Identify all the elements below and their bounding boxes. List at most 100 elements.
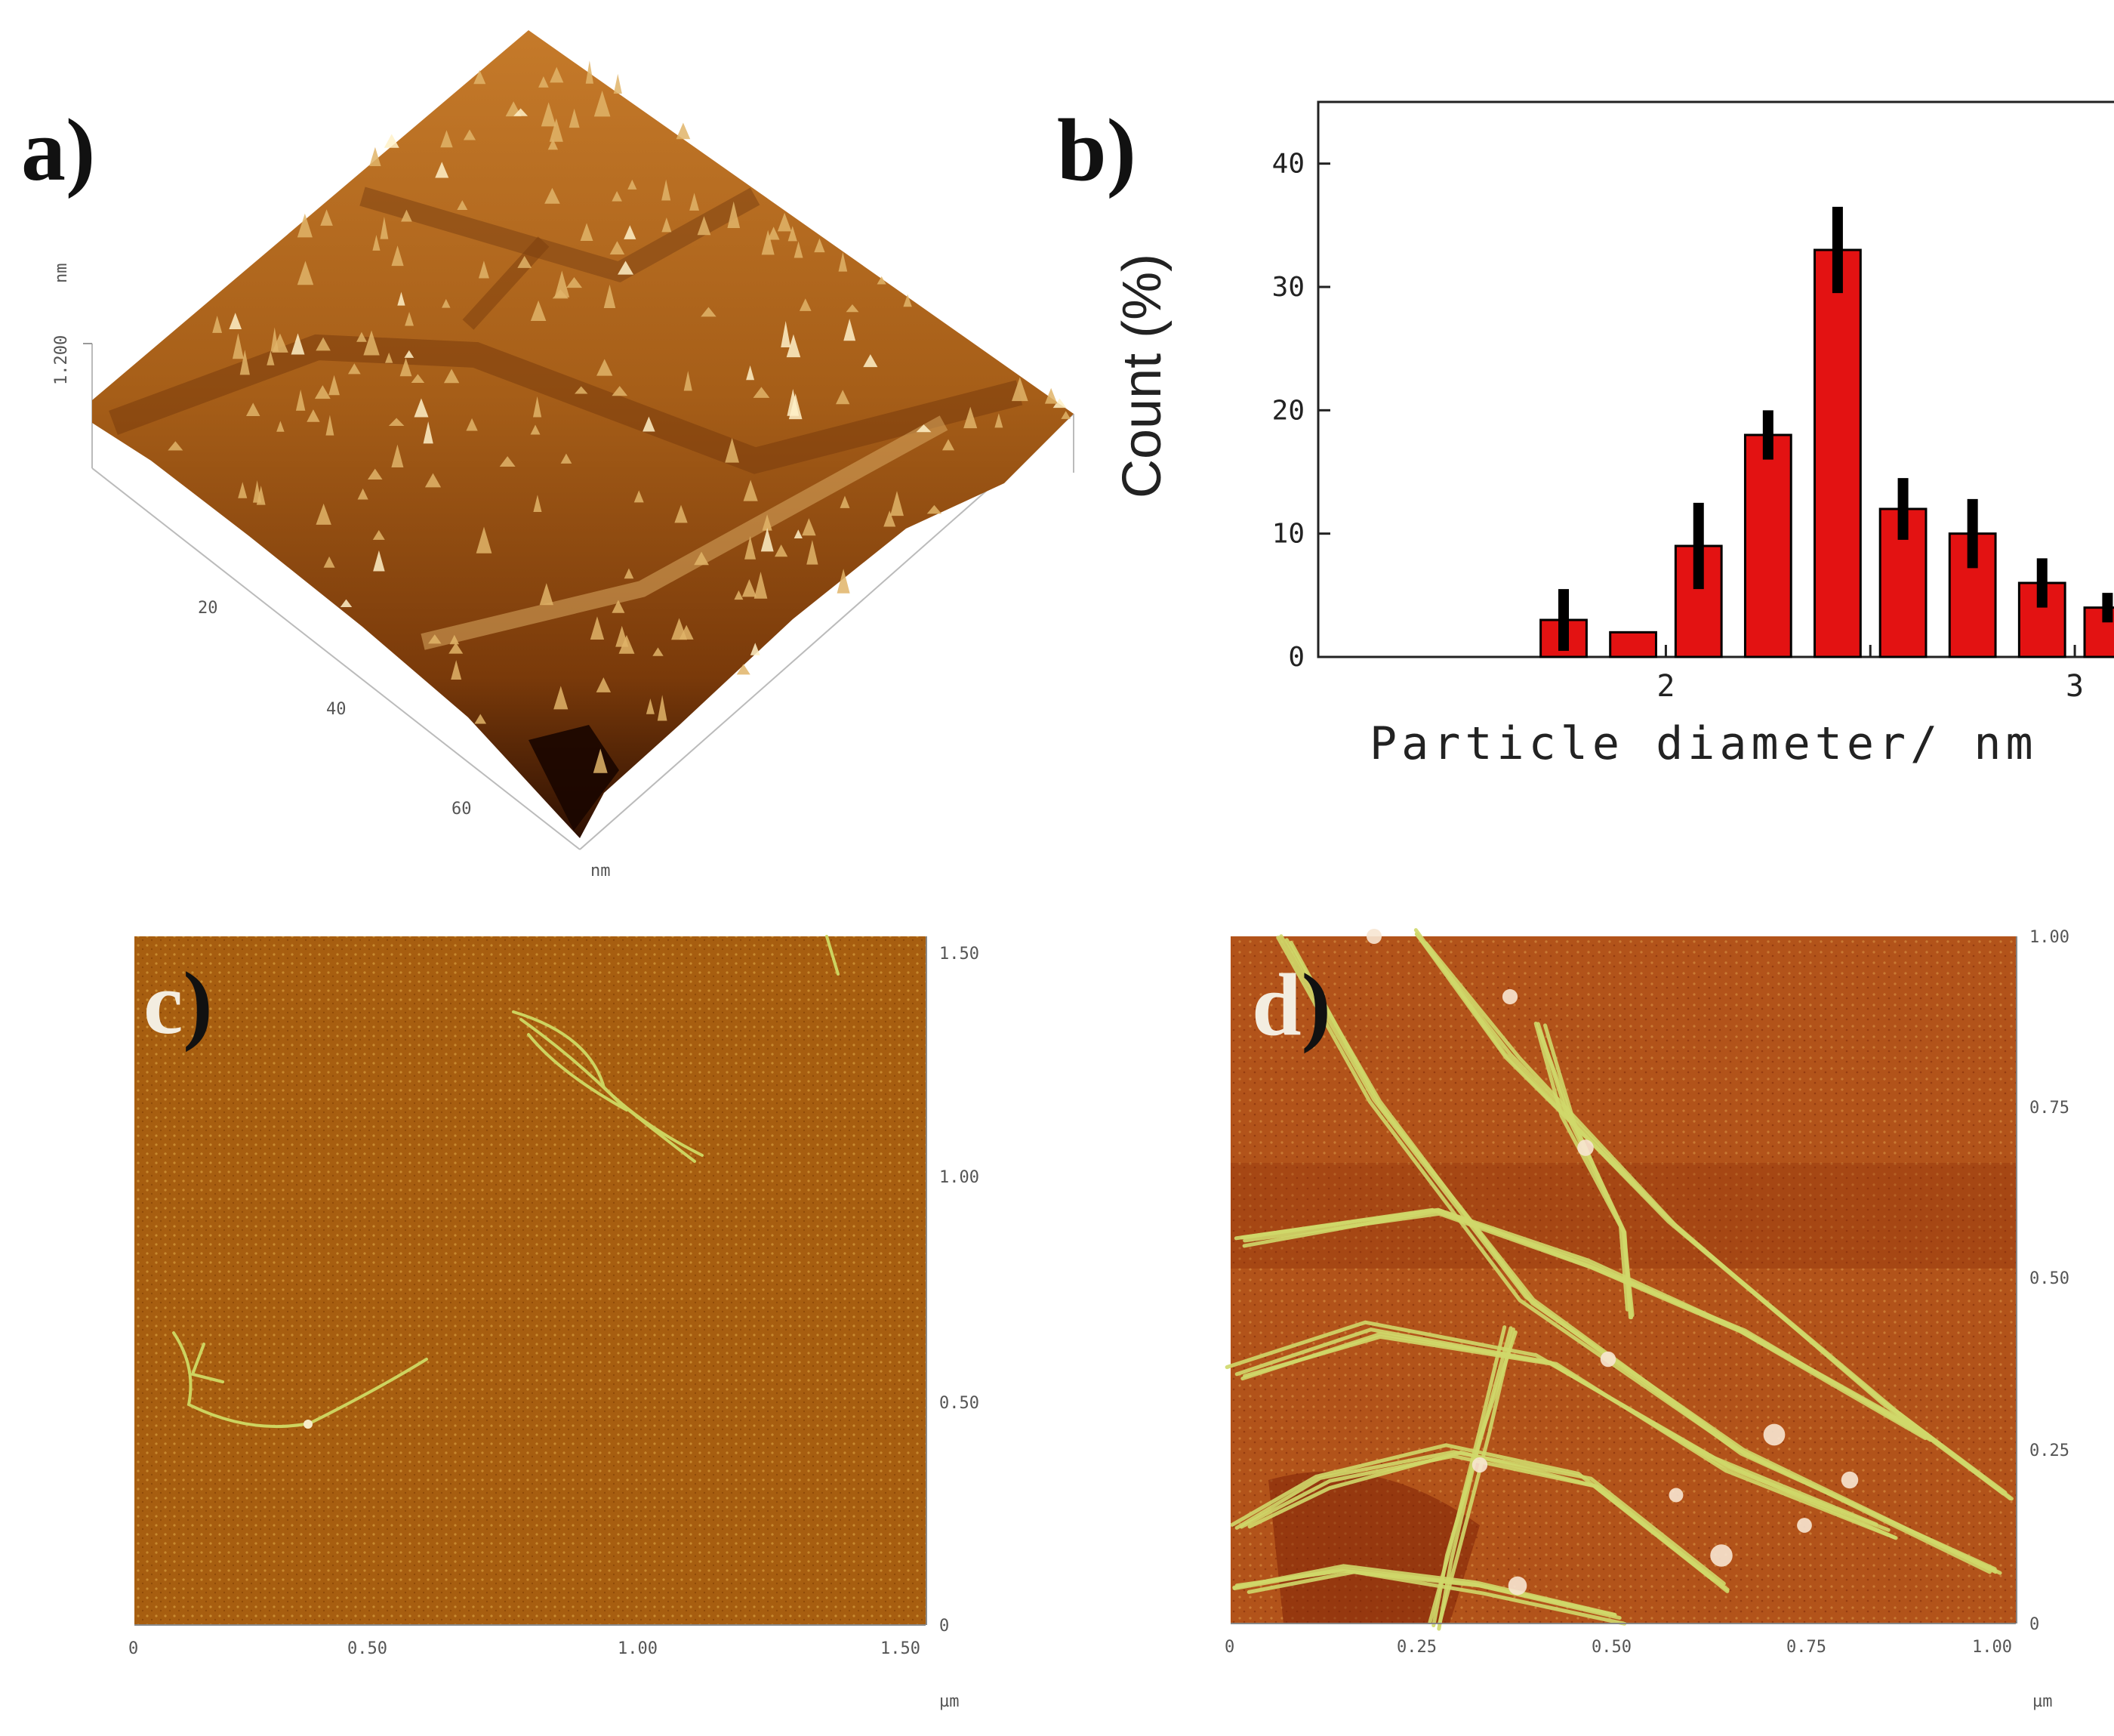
surface-peak [530,300,547,322]
surface-peak [883,510,896,527]
surface-peak [547,138,559,150]
afm-xy-tick-40: 40 [326,700,347,719]
surface-peak [889,491,904,516]
surface-peak [580,223,593,241]
particle [1710,1544,1733,1567]
x-tick-label: 2 [1656,669,1675,704]
surface-peak [443,368,460,384]
surface-peak [328,375,340,396]
surface-peak [624,225,636,239]
surface-peak [787,389,800,416]
surface-peak [596,359,613,376]
surface-peak [517,255,532,268]
surface-peak [746,365,755,381]
surface-peak [683,371,692,391]
surface-peak [307,409,320,422]
surface-peak [314,385,331,399]
surface-peak [743,479,758,501]
surface-peak [744,535,757,560]
surface-peak [449,634,460,645]
surface-peak [593,90,611,117]
c-y-tick-0: 0 [939,1617,949,1636]
surface-peak [734,590,744,600]
surface-peak [435,162,449,178]
surface-peak [863,354,878,368]
surface-peak [291,333,305,355]
surface-peak [753,571,768,599]
surface-peak [725,437,739,463]
surface-peak [799,298,812,311]
surface-peak [363,330,380,356]
surface-peak [689,193,700,211]
fibril [1431,1326,1513,1628]
surface-peak [612,600,625,613]
surface-peak [478,261,489,279]
surface-peak [295,389,306,411]
surface-peak [762,514,772,531]
fibril [1232,1567,1617,1617]
surface-peak [697,216,711,236]
surface-peak [372,235,381,251]
surface-peak [466,418,478,431]
particle [1841,1471,1859,1489]
surface-peak [612,386,628,396]
surface-peak [457,200,468,211]
surface-peak [384,134,399,148]
surface-peak [267,350,275,365]
surface-peak [806,540,818,565]
surface-peak [553,686,569,710]
surface-peak [554,270,570,298]
d-x-tick-100: 1.00 [1972,1638,2012,1657]
surface-peak [340,599,353,607]
panel-b: b) [1057,0,2114,891]
d-y-tick-100: 1.00 [2029,928,2069,947]
c-x-tick-0: 0 [128,1639,138,1658]
surface-peak [238,482,248,498]
c-y-tick-100: 1.00 [939,1168,979,1187]
surface-peak [736,664,750,675]
surface-peak [633,490,644,503]
surface-peak [786,334,801,358]
surface-peak [1011,377,1028,402]
surface-peak [440,130,453,148]
surface-peak [575,386,588,394]
surface-peak [676,122,691,140]
surface-peak [674,504,688,523]
surface-peak [405,311,414,326]
surface-peak [596,677,612,692]
surface-peak [229,313,242,330]
y-tick-label: 30 [1272,272,1305,303]
afm-surface-body [92,30,1074,838]
surface-peak [794,241,803,258]
surface-peak [671,618,688,640]
surface-peak [373,550,385,572]
panel-d-label: d) [1252,955,1331,1054]
d-x-tick-050: 0.50 [1592,1638,1632,1657]
surface-peak [320,209,333,226]
surface-peak [297,213,313,238]
fibrils-d [1225,928,2014,1631]
fibril [1225,1320,1878,1527]
surface-peak [316,337,331,351]
surface-peak [627,179,637,190]
surface-peak [404,350,414,358]
surface-peak [761,230,775,255]
surface-peak [657,695,667,721]
y-tick-label: 20 [1272,395,1305,426]
c-x-tick-150: 1.50 [880,1639,920,1658]
fibril [1230,1443,1715,1582]
surface-peak [661,179,671,201]
d-x-ticks: 0 0.25 0.50 0.75 1.00 µm [1225,1638,2053,1711]
fibrils-c [172,935,840,1429]
particle [1600,1351,1616,1368]
d-y-tick-025: 0.25 [2029,1442,2069,1460]
surface-peak [926,504,942,514]
surface-peak [781,320,791,347]
particle [1508,1576,1527,1596]
surface-peak [391,245,404,267]
surface-peak [476,526,492,553]
afm-xy-unit: nm [590,862,611,880]
panel-c: 0 0.50 1.00 1.50 µm 0 0.50 1.00 1.50 c) [0,906,1057,1736]
surface-peak [544,187,560,204]
surface-peak [963,406,978,429]
